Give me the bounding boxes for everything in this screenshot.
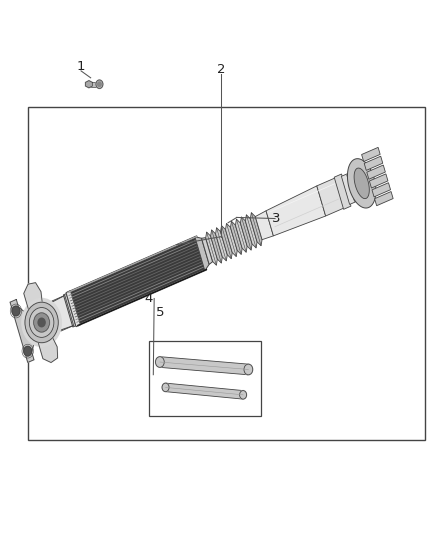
Circle shape (96, 80, 103, 88)
Polygon shape (369, 174, 388, 188)
Text: 1: 1 (77, 60, 85, 73)
Polygon shape (66, 290, 81, 327)
Bar (149, 341, 261, 416)
Text: 5: 5 (155, 306, 164, 319)
Circle shape (25, 302, 58, 343)
Circle shape (38, 318, 45, 327)
Polygon shape (236, 219, 247, 252)
Polygon shape (240, 217, 252, 250)
Circle shape (155, 357, 164, 367)
Circle shape (22, 298, 61, 346)
Polygon shape (64, 294, 76, 327)
Circle shape (98, 82, 101, 86)
Circle shape (244, 364, 253, 375)
Circle shape (240, 391, 247, 399)
Polygon shape (68, 236, 207, 326)
Polygon shape (52, 295, 74, 330)
Polygon shape (364, 156, 383, 171)
Polygon shape (367, 165, 385, 179)
Polygon shape (36, 328, 58, 362)
Polygon shape (255, 211, 273, 240)
Polygon shape (317, 178, 344, 216)
Polygon shape (362, 147, 380, 161)
Polygon shape (354, 168, 369, 199)
Polygon shape (211, 230, 223, 263)
Circle shape (12, 306, 20, 316)
Text: 4: 4 (145, 292, 153, 305)
Polygon shape (245, 215, 257, 248)
Polygon shape (372, 183, 391, 197)
Circle shape (162, 383, 169, 392)
Polygon shape (351, 172, 362, 200)
Polygon shape (215, 228, 227, 261)
Text: 3: 3 (272, 212, 280, 225)
Polygon shape (230, 221, 242, 254)
Polygon shape (341, 174, 356, 205)
Circle shape (34, 313, 49, 332)
Polygon shape (10, 300, 35, 362)
Polygon shape (347, 159, 376, 208)
Text: 2: 2 (217, 63, 226, 76)
Polygon shape (205, 232, 217, 265)
Polygon shape (266, 186, 325, 236)
Polygon shape (85, 80, 92, 88)
Bar (28, 107, 425, 440)
Polygon shape (159, 357, 249, 375)
Polygon shape (251, 213, 262, 246)
Polygon shape (89, 82, 99, 87)
Polygon shape (374, 191, 393, 206)
Polygon shape (165, 383, 244, 399)
Circle shape (29, 308, 54, 337)
Polygon shape (334, 174, 351, 209)
Polygon shape (226, 223, 237, 256)
Polygon shape (347, 172, 360, 201)
Circle shape (24, 346, 32, 356)
Polygon shape (201, 238, 212, 264)
Polygon shape (24, 282, 43, 316)
Polygon shape (195, 237, 209, 271)
Polygon shape (220, 225, 232, 259)
